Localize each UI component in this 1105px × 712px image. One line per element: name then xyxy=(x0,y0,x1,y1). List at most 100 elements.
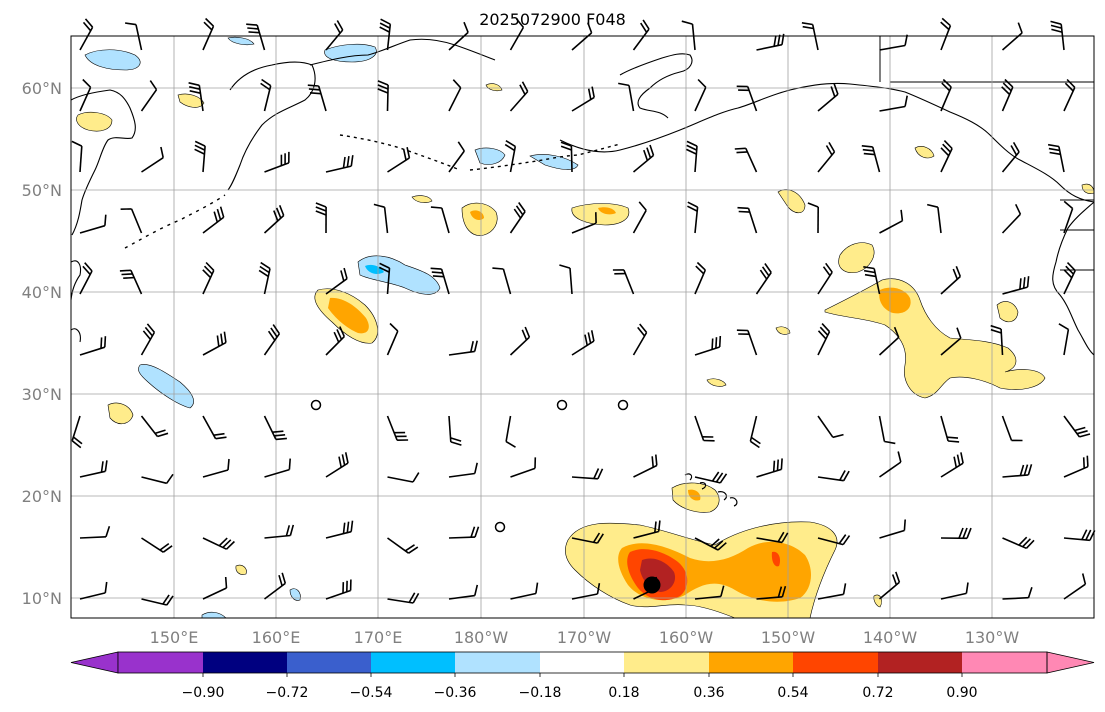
wind-barb-shaft xyxy=(79,146,83,173)
wind-barb-flag xyxy=(406,147,411,159)
wind-barb-shaft xyxy=(633,530,659,539)
wind-barb-shaft xyxy=(263,333,281,356)
wind-barb-shaft xyxy=(202,537,227,550)
wind-barb-flag xyxy=(591,86,595,98)
wind-barb-flag xyxy=(900,209,904,221)
wind-barb-shaft xyxy=(79,270,93,295)
wind-barb-flag xyxy=(828,141,836,153)
lat-label: 20°N xyxy=(22,487,62,506)
wind-barb-flag xyxy=(84,18,94,28)
wind-barb-shaft xyxy=(694,86,707,112)
wind-barb-flag xyxy=(123,276,135,279)
wind-barb-shaft xyxy=(325,530,352,539)
wind-barb-flag xyxy=(956,454,961,466)
lon-label: 170°E xyxy=(354,628,403,647)
wind-barb-flag xyxy=(819,326,829,336)
wind-barb-flag xyxy=(278,574,283,587)
wind-barb-shaft xyxy=(509,146,517,173)
wind-barb-flag xyxy=(990,328,1002,334)
colorbar-segment xyxy=(962,652,1047,673)
wind-barb-shaft xyxy=(569,268,573,295)
wind-barb-flag xyxy=(225,540,235,550)
wind-barb-flag xyxy=(891,574,898,586)
wind-barb-flag xyxy=(962,527,968,539)
wind-barb-flag xyxy=(1047,143,1060,148)
wind-barb-shaft xyxy=(1001,151,1020,173)
wind-barb-shaft xyxy=(510,592,537,600)
wind-barb-shaft xyxy=(1063,208,1074,234)
calm-circle xyxy=(617,399,629,411)
contour-yellow-west1 xyxy=(76,111,113,132)
wind-barb-flag xyxy=(772,460,776,472)
wind-barb-flag xyxy=(1063,269,1073,279)
wind-barb-shaft xyxy=(448,87,462,112)
wind-barb-flag xyxy=(309,92,322,95)
wind-barb-flag xyxy=(940,147,950,157)
wind-barb-shaft xyxy=(817,151,836,173)
wind-barb-flag xyxy=(518,202,526,212)
wind-barb-flag xyxy=(1048,147,1060,152)
coastlines xyxy=(70,36,1095,507)
wind-barb-shaft xyxy=(510,467,536,478)
wind-barb-flag xyxy=(308,88,320,91)
wind-barb-shaft xyxy=(879,44,906,51)
wind-barb-flag xyxy=(696,261,706,271)
negative-contours xyxy=(84,36,579,619)
wind-barb-flag xyxy=(215,436,227,440)
wind-barb-shaft xyxy=(386,330,399,356)
coast-aleutians xyxy=(339,134,621,171)
wind-barb-shaft xyxy=(130,269,143,295)
wind-barb-flag xyxy=(246,23,258,26)
wind-barb-flag xyxy=(884,440,896,445)
wind-barb-flag xyxy=(218,537,228,547)
wind-barb-flag xyxy=(275,207,282,219)
wind-barb-shaft xyxy=(571,96,595,112)
wind-barb-flag xyxy=(267,330,276,341)
map-frame xyxy=(70,35,1095,619)
wind-barb-flag xyxy=(863,266,875,270)
wind-barb-shaft xyxy=(130,208,143,234)
wind-barb-shaft xyxy=(440,268,450,295)
wind-barb-shaft xyxy=(817,331,831,356)
wind-barb-flag xyxy=(505,140,516,148)
wind-barb-shaft xyxy=(940,592,967,600)
wind-barb-flag xyxy=(402,149,407,161)
colorbar-segment xyxy=(455,652,540,673)
wind-barb-flag xyxy=(862,148,874,152)
wind-barb-flag xyxy=(817,330,827,340)
wind-barb-flag xyxy=(1064,82,1074,92)
wind-barb-flag xyxy=(412,472,420,483)
wind-barb-shaft xyxy=(694,476,721,484)
wind-barb-flag xyxy=(470,526,476,538)
wind-barb-flag xyxy=(82,21,92,32)
contour-yellow-small4 xyxy=(235,564,247,575)
wind-barb-shaft xyxy=(817,537,844,546)
wind-barb-flag xyxy=(687,205,698,212)
wind-barb-flag xyxy=(513,208,522,219)
wind-barb-shaft xyxy=(817,415,834,438)
wind-barb-shaft xyxy=(749,415,758,442)
contour-orange-northeast xyxy=(879,287,911,314)
wind-barb-flag xyxy=(1066,78,1076,88)
wind-barb-flag xyxy=(315,210,327,216)
wind-barb-flag xyxy=(519,84,526,95)
colorbar-tick-label: −0.72 xyxy=(266,685,309,701)
wind-barb-flag xyxy=(773,35,777,47)
colorbar-tick-label: 0.54 xyxy=(777,685,808,701)
wind-barb-shaft xyxy=(878,336,900,356)
wind-barb-flag xyxy=(842,583,847,595)
wind-barb-flag xyxy=(1023,464,1029,476)
wind-barb-flag xyxy=(285,525,291,537)
wind-barb-flag xyxy=(687,201,698,208)
lat-label: 60°N xyxy=(22,79,62,98)
wind-barb-shaft xyxy=(1001,213,1021,234)
wind-barb-flag xyxy=(492,267,504,270)
wind-barb-flag xyxy=(379,26,390,33)
wind-barb-flag xyxy=(686,144,698,151)
colorbar-segment xyxy=(203,652,287,673)
wind-barb-shaft xyxy=(571,537,598,544)
wind-barb-flag xyxy=(965,582,969,594)
wind-barb-shaft xyxy=(263,268,271,295)
wind-barb-flag xyxy=(780,458,783,470)
wind-barb-shaft xyxy=(264,534,291,539)
